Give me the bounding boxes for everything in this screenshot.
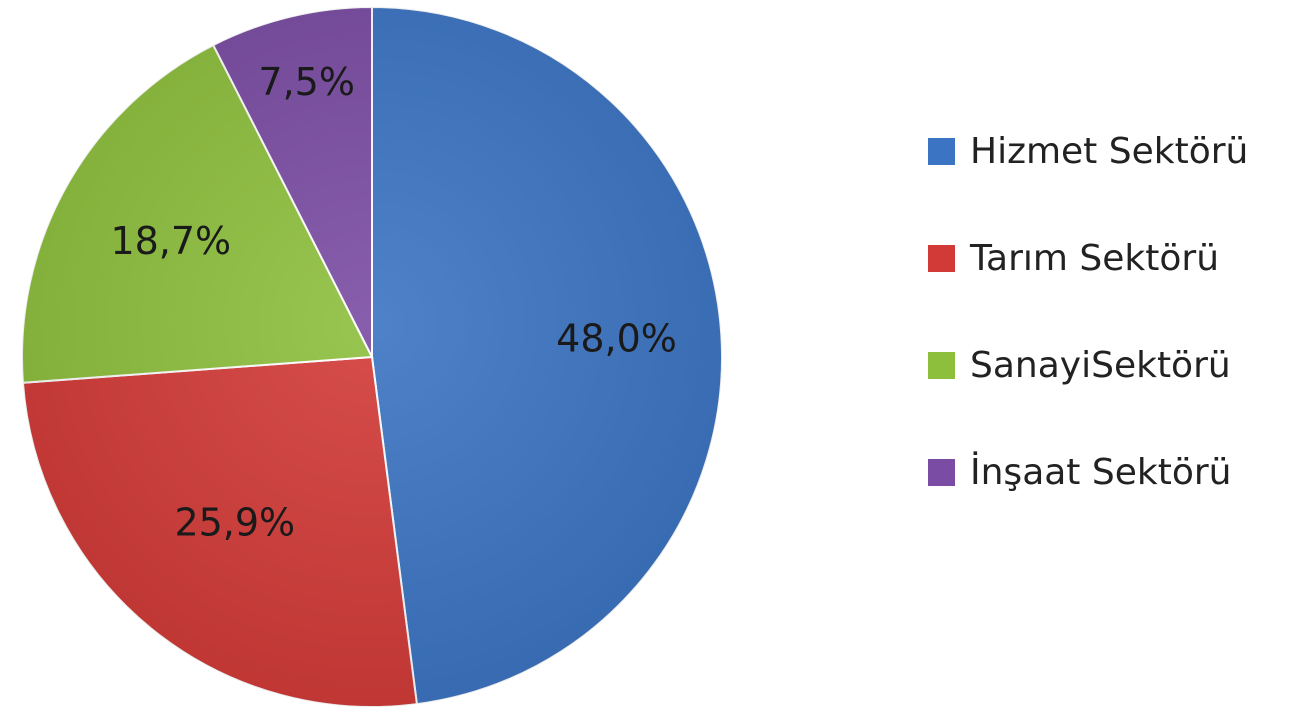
- legend-item-tarim: Tarım Sektörü: [928, 235, 1308, 281]
- legend-swatch-hizmet: [928, 137, 955, 165]
- data-label-tarim: 25,9%: [174, 501, 295, 545]
- legend-item-hizmet: Hizmet Sektörü: [928, 128, 1308, 174]
- legend-label-sanayi: SanayiSektörü: [970, 344, 1231, 386]
- data-label-insaat: 7,5%: [258, 60, 355, 104]
- legend-swatch-sanayi: [928, 351, 955, 379]
- legend-label-hizmet: Hizmet Sektörü: [970, 130, 1249, 172]
- pie-plot-area: 48,0% 25,9% 18,7% 7,5%: [21, 5, 723, 709]
- legend-swatch-tarim: [928, 244, 955, 272]
- legend: Hizmet Sektörü Tarım Sektörü SanayiSektö…: [928, 128, 1308, 556]
- legend-item-insaat: İnşaat Sektörü: [928, 449, 1308, 495]
- data-label-hizmet: 48,0%: [556, 317, 677, 361]
- data-label-sanayi: 18,7%: [110, 219, 231, 263]
- legend-swatch-insaat: [928, 458, 955, 486]
- legend-label-tarim: Tarım Sektörü: [970, 237, 1220, 279]
- legend-item-sanayi: SanayiSektörü: [928, 342, 1308, 388]
- legend-label-insaat: İnşaat Sektörü: [970, 451, 1232, 493]
